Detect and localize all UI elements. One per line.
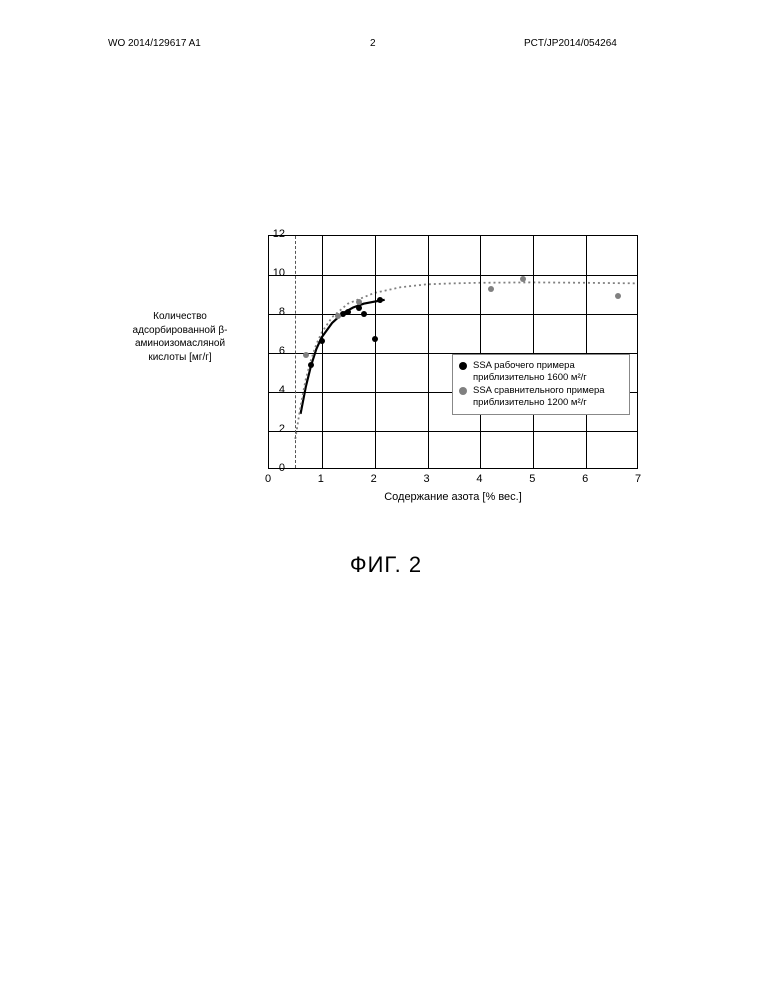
x-tick-label: 0 xyxy=(258,473,278,485)
data-point-comparative xyxy=(488,286,494,292)
header-right: PCT/JP2014/054264 xyxy=(524,38,617,49)
data-point-comparative xyxy=(356,299,362,305)
data-point-comparative xyxy=(520,276,526,282)
gridline-v xyxy=(533,236,534,468)
y-tick-label: 4 xyxy=(265,384,285,396)
x-axis-label: Содержание азота [% вес.] xyxy=(268,491,638,503)
header-page-number: 2 xyxy=(370,38,376,49)
x-tick-label: 7 xyxy=(628,473,648,485)
data-point-comparative xyxy=(335,313,341,319)
x-tick-label: 5 xyxy=(522,473,542,485)
chart-container: Количество адсорбированной β-аминоизомас… xyxy=(140,225,660,505)
y-tick-label: 2 xyxy=(265,423,285,435)
data-point-working xyxy=(356,305,362,311)
gridline-h xyxy=(269,314,637,315)
legend-label-comparative: SSA сравнительного примера приблизительн… xyxy=(473,385,623,409)
data-point-working xyxy=(377,297,383,303)
gridline-h xyxy=(269,275,637,276)
gridline-v xyxy=(375,236,376,468)
chart-svg xyxy=(269,236,637,468)
x-tick-label: 3 xyxy=(417,473,437,485)
gridline-v xyxy=(480,236,481,468)
legend-row-comparative: SSA сравнительного примера приблизительн… xyxy=(459,385,623,409)
legend-marker-working xyxy=(459,362,467,370)
vertical-reference-line xyxy=(295,236,296,468)
gridline-v xyxy=(428,236,429,468)
y-tick-label: 0 xyxy=(265,462,285,474)
y-tick-label: 12 xyxy=(265,228,285,240)
data-point-comparative xyxy=(615,293,621,299)
data-point-working xyxy=(308,362,314,368)
y-tick-label: 6 xyxy=(265,345,285,357)
gridline-h xyxy=(269,431,637,432)
data-point-working xyxy=(345,309,351,315)
data-point-comparative xyxy=(303,352,309,358)
gridline-v xyxy=(322,236,323,468)
data-point-working xyxy=(319,338,325,344)
figure-caption: ФИГ. 2 xyxy=(0,552,772,578)
plot-area: SSA рабочего примера приблизительно 1600… xyxy=(268,235,638,469)
legend-marker-comparative xyxy=(459,387,467,395)
x-tick-label: 2 xyxy=(364,473,384,485)
y-tick-label: 10 xyxy=(265,267,285,279)
data-point-working xyxy=(361,311,367,317)
legend-row-working: SSA рабочего примера приблизительно 1600… xyxy=(459,360,623,384)
y-axis-label: Количество адсорбированной β-аминоизомас… xyxy=(120,310,240,364)
header-left: WO 2014/129617 A1 xyxy=(108,38,201,49)
data-point-working xyxy=(372,336,378,342)
y-tick-label: 8 xyxy=(265,306,285,318)
gridline-v xyxy=(586,236,587,468)
legend-label-working: SSA рабочего примера приблизительно 1600… xyxy=(473,360,623,384)
legend-box: SSA рабочего примера приблизительно 1600… xyxy=(452,354,630,415)
x-tick-label: 6 xyxy=(575,473,595,485)
x-tick-label: 4 xyxy=(469,473,489,485)
x-tick-label: 1 xyxy=(311,473,331,485)
